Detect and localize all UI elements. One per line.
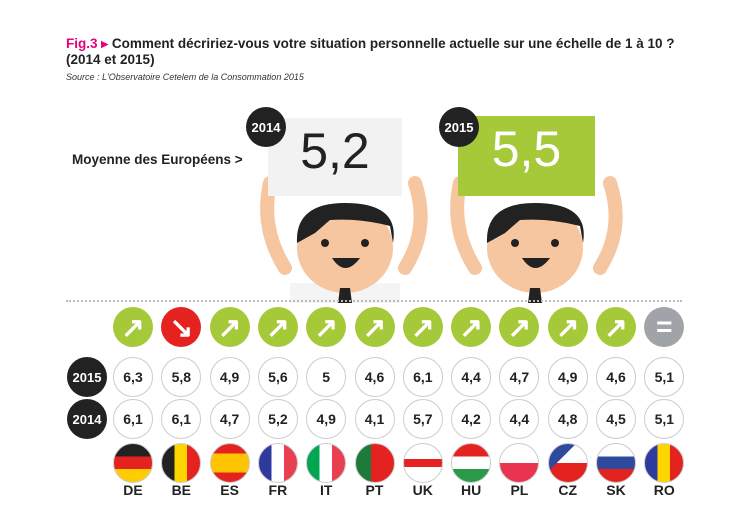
- value-2014-DE: 6,1: [113, 399, 153, 439]
- flag-fr-icon: [257, 443, 298, 483]
- title-text: Comment décririez-vous votre situation p…: [66, 36, 675, 67]
- country-label-BE: BE: [171, 482, 192, 498]
- flag-hu-icon: [451, 443, 492, 483]
- trend-up-icon: ↗: [306, 307, 347, 347]
- trend-up-icon: ↗: [547, 307, 588, 347]
- characters-illustration: [260, 116, 623, 303]
- value-2014-FR: 5,2: [257, 399, 298, 439]
- value-2015-DE: 6,3: [113, 357, 153, 397]
- trend-up-icon: ↗: [402, 307, 443, 347]
- value-2014-PT: 4,1: [354, 399, 395, 439]
- country-label-FR: FR: [268, 482, 288, 498]
- figure-number: Fig.3: [66, 36, 98, 51]
- flag-it-icon: [306, 443, 347, 483]
- value-2015-PL: 4,7: [499, 357, 540, 397]
- country-label-IT: IT: [319, 482, 333, 498]
- country-label-PT: PT: [365, 482, 384, 498]
- country-label-HU: HU: [460, 482, 482, 498]
- chart-title: Fig.3 ▸ Comment décririez-vous votre sit…: [66, 36, 706, 68]
- flag-pt-icon: [354, 443, 395, 483]
- country-label-PL: PL: [510, 482, 529, 498]
- value-2015-IT: 5: [306, 357, 347, 397]
- value-2015-HU: 4,4: [451, 357, 492, 397]
- flag-es-icon: [209, 443, 250, 483]
- sign-2015: [458, 116, 595, 196]
- trend-down-icon: ↘: [161, 307, 202, 347]
- value-2015-FR: 5,6: [257, 357, 298, 397]
- source-note: Source : L'Observatoire Cetelem de la Co…: [66, 72, 304, 82]
- value-2014-CZ: 4,8: [547, 399, 588, 439]
- country-label-UK: UK: [412, 482, 433, 498]
- average-2015-value: 5,5: [491, 121, 562, 177]
- trend-same-icon: =: [644, 307, 685, 347]
- country-label-ES: ES: [220, 482, 239, 498]
- flag-pl-icon: [499, 443, 540, 483]
- value-2014-UK: 5,7: [402, 399, 443, 439]
- value-2014-HU: 4,2: [451, 399, 492, 439]
- value-2015-RO: 5,1: [644, 357, 685, 397]
- trend-up-icon: ↗: [499, 307, 540, 347]
- flag-ro-icon: [644, 443, 685, 483]
- average-label: Moyenne des Européens >: [72, 152, 243, 167]
- flag-uk-icon: [402, 443, 443, 483]
- value-2014-IT: 4,9: [306, 399, 347, 439]
- arrow-marker: ▸: [101, 36, 109, 51]
- sign-2014: [268, 118, 402, 196]
- value-2014-SK: 4,5: [596, 399, 636, 439]
- badge-2014: 2014: [246, 107, 286, 147]
- value-2014-PL: 4,4: [499, 399, 540, 439]
- divider: [66, 300, 682, 302]
- country-label-DE: DE: [123, 482, 143, 498]
- value-2014-BE: 6,1: [161, 399, 202, 439]
- row-label-2015: 2015: [67, 357, 107, 397]
- badge-2015: 2015: [439, 107, 479, 147]
- value-2014-RO: 5,1: [644, 399, 685, 439]
- value-2015-BE: 5,8: [161, 357, 202, 397]
- trend-up-icon: ↗: [354, 307, 395, 347]
- value-2015-CZ: 4,9: [547, 357, 588, 397]
- trend-up-icon: ↗: [113, 307, 153, 347]
- flag-be-icon: [161, 443, 202, 483]
- row-label-2014: 2014: [67, 399, 107, 439]
- trend-up-icon: ↗: [209, 307, 250, 347]
- value-2015-UK: 6,1: [402, 357, 443, 397]
- value-2015-PT: 4,6: [354, 357, 395, 397]
- country-label-CZ: CZ: [558, 482, 578, 498]
- trend-up-icon: ↗: [451, 307, 492, 347]
- flag-cz-icon: [547, 443, 588, 483]
- country-label-SK: SK: [606, 482, 626, 498]
- trend-up-icon: ↗: [257, 307, 298, 347]
- character-2014: [260, 118, 428, 303]
- flag-sk-icon: [596, 443, 636, 483]
- value-2015-SK: 4,6: [596, 357, 636, 397]
- character-2015: [450, 116, 623, 303]
- flag-de-icon: [113, 443, 153, 483]
- value-2015-ES: 4,9: [209, 357, 250, 397]
- country-label-RO: RO: [653, 482, 675, 498]
- value-2014-ES: 4,7: [209, 399, 250, 439]
- average-2014-value: 5,2: [300, 123, 370, 179]
- trend-up-icon: ↗: [596, 307, 636, 347]
